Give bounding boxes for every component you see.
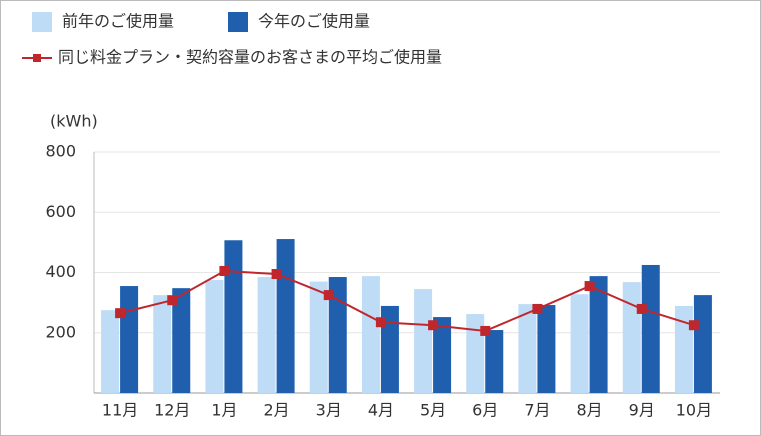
bar [309, 281, 328, 393]
bar [101, 310, 120, 393]
x-tick-label: 12月 [154, 401, 190, 420]
line-marker [323, 290, 334, 301]
x-tick-label: 10月 [676, 401, 712, 420]
bar [276, 239, 295, 393]
bar [257, 277, 276, 393]
bar [380, 305, 399, 393]
line-marker [584, 281, 595, 292]
bar [120, 286, 139, 393]
x-tick-label: 9月 [629, 401, 655, 420]
x-tick-label: 3月 [316, 401, 342, 420]
bar [205, 280, 224, 393]
bar [153, 295, 172, 393]
line-marker [271, 269, 282, 280]
bar [224, 240, 243, 393]
bar [466, 314, 485, 393]
line-marker [167, 295, 178, 306]
bar [570, 294, 589, 393]
y-tick-label: 600 [45, 202, 76, 221]
line-marker [532, 303, 543, 314]
bar [328, 277, 347, 393]
bar [674, 305, 693, 393]
bar [622, 282, 641, 393]
bar [518, 304, 537, 393]
legend-swatch [32, 12, 52, 32]
y-tick-label: 200 [45, 322, 76, 341]
x-tick-label: 6月 [472, 401, 498, 420]
bar [485, 330, 504, 393]
y-tick-label: 400 [45, 262, 76, 281]
line-marker [636, 303, 647, 314]
x-tick-label: 2月 [263, 401, 289, 420]
bar [172, 288, 191, 393]
line-marker [480, 325, 491, 336]
x-tick-label: 8月 [576, 401, 602, 420]
bar [589, 276, 608, 393]
bar [414, 289, 433, 393]
y-axis-label: (kWh) [50, 112, 98, 131]
x-tick-label: 11月 [102, 401, 138, 420]
x-tick-label: 4月 [368, 401, 394, 420]
legend-label: 同じ料金プラン・契約容量のお客さまの平均ご使用量 [58, 48, 442, 67]
x-tick-label: 5月 [420, 401, 446, 420]
line [119, 269, 695, 332]
line-marker [428, 320, 439, 331]
x-tick-label: 7月 [524, 401, 550, 420]
bar [537, 305, 556, 393]
bar [641, 264, 660, 393]
line-marker [219, 265, 230, 276]
y-tick-label: 800 [45, 142, 76, 161]
bar [361, 276, 380, 393]
legend-marker [33, 54, 41, 62]
bar [433, 317, 452, 393]
legend-label: 前年のご使用量 [62, 12, 174, 31]
legend-swatch [228, 12, 248, 32]
line-marker [115, 308, 126, 319]
legend-label: 今年のご使用量 [258, 12, 370, 31]
line-marker [688, 320, 699, 331]
bar [693, 295, 712, 393]
line-marker [375, 317, 386, 328]
x-tick-label: 1月 [211, 401, 237, 420]
